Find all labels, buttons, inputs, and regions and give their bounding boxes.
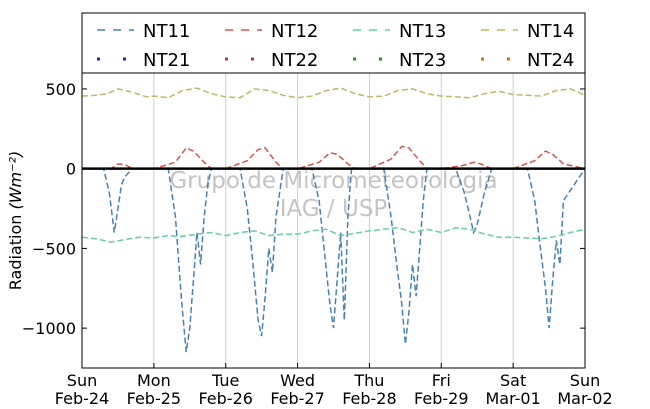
x-axis: SunFeb-24MonFeb-25TueFeb-26WedFeb-27ThuF…	[55, 363, 613, 408]
x-tick-date: Feb-27	[270, 389, 324, 408]
legend-swatch-nt24	[507, 57, 510, 61]
watermark-line: Grupo de Micrometeorologia	[169, 168, 497, 194]
x-tick-day: Wed	[280, 371, 315, 390]
y-tick-label: 500	[45, 80, 76, 99]
legend-label-nt11: NT11	[143, 21, 190, 42]
grid	[153, 73, 514, 368]
watermark-line: IAG / USP	[280, 196, 388, 222]
series-nt13	[81, 226, 586, 243]
series-nt14	[81, 87, 586, 99]
series-layer	[81, 87, 586, 353]
legend-swatch-nt23	[379, 57, 382, 61]
legend-swatch-nt22	[251, 57, 254, 61]
series-nt12	[82, 145, 586, 170]
y-axis: 500 0 −500 −1000	[22, 80, 585, 338]
x-tick-date: Feb-24	[55, 389, 109, 408]
legend-label-nt23: NT23	[399, 50, 446, 71]
x-tick-date: Feb-26	[198, 389, 252, 408]
legend-label-nt14: NT14	[527, 21, 574, 42]
x-tick-day: Fri	[432, 371, 451, 390]
x-tick-day: Sat	[500, 371, 526, 390]
y-tick-label: 0	[66, 160, 76, 179]
legend-frame	[81, 12, 586, 74]
x-tick-day: Sun	[67, 371, 97, 390]
legend: NT11 NT12 NT13 NT14 NT21 NT22 NT23 NT24	[81, 12, 586, 74]
legend-label-nt13: NT13	[399, 21, 446, 42]
y-tick-label: −500	[32, 239, 76, 258]
legend-label-nt12: NT12	[271, 21, 318, 42]
x-tick-day: Tue	[211, 371, 239, 390]
y-axis-label: Radiation (Wm⁻²)	[6, 151, 25, 290]
legend-swatch-nt24	[481, 57, 484, 61]
x-tick-date: Feb-29	[414, 389, 468, 408]
legend-label-nt22: NT22	[271, 50, 318, 71]
legend-swatch-nt21	[97, 57, 100, 61]
series-nt11	[82, 167, 586, 353]
x-tick-date: Mar-02	[557, 389, 612, 408]
legend-swatch-nt22	[225, 57, 228, 61]
y-tick-label: −1000	[22, 319, 76, 338]
legend-label-nt21: NT21	[143, 50, 190, 71]
x-tick-day: Mon	[137, 371, 171, 390]
x-tick-day: Thu	[353, 371, 384, 390]
x-tick-date: Mar-01	[485, 389, 540, 408]
legend-swatch-nt21	[123, 57, 126, 61]
legend-swatch-nt23	[353, 57, 356, 61]
x-tick-date: Feb-28	[342, 389, 396, 408]
legend-label-nt24: NT24	[527, 50, 574, 71]
x-tick-day: Sun	[570, 371, 600, 390]
x-tick-date: Feb-25	[127, 389, 181, 408]
